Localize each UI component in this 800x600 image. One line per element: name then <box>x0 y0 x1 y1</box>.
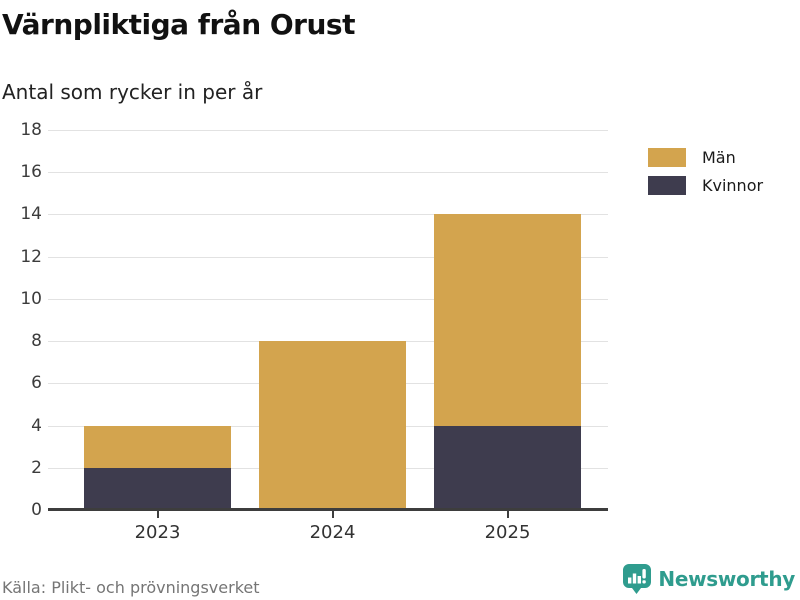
y-axis-tick-label: 16 <box>20 162 42 183</box>
bar-2023-män[interactable] <box>84 425 231 468</box>
y-axis-tick-label: 0 <box>31 500 42 520</box>
x-axis-tick-label: 2023 <box>134 522 181 543</box>
y-axis-tick-label: 18 <box>20 120 42 140</box>
source-attribution: Källa: Plikt- och prövningsverket <box>2 578 260 597</box>
legend-label: Män <box>702 148 736 167</box>
x-axis-tick <box>156 510 159 518</box>
y-axis-tick-label: 14 <box>20 204 42 225</box>
newsworthy-speech-bubble-chart-icon <box>623 564 652 594</box>
legend: Män Kvinnor <box>648 148 763 195</box>
brand-name: Newsworthy <box>658 567 795 591</box>
gridline-y-16 <box>48 172 608 174</box>
chart-subtitle: Antal som rycker in per år <box>2 80 263 104</box>
bar-2024-män[interactable] <box>259 341 406 510</box>
bar-2023-kvinnor[interactable] <box>84 467 231 510</box>
y-axis-tick-label: 8 <box>31 331 42 352</box>
gridline-y-12 <box>48 256 608 258</box>
brand-logo: Newsworthy <box>623 564 795 594</box>
y-axis-tick-label: 2 <box>31 457 42 478</box>
gridline-y-14 <box>48 214 608 216</box>
chart-title: Värnpliktiga från Orust <box>2 8 355 41</box>
y-axis-tick-label: 10 <box>20 288 42 309</box>
gridline-y-18 <box>48 130 608 131</box>
legend-item-kvinnor: Kvinnor <box>648 176 763 195</box>
plot-area: 2023 2024 2025 <box>48 130 608 543</box>
gridline-y-10 <box>48 298 608 300</box>
legend-item-män: Män <box>648 148 763 167</box>
y-axis-tick-label: 12 <box>20 246 42 267</box>
speech-bubble-shape <box>623 564 652 594</box>
bar-2025-kvinnor[interactable] <box>434 425 581 510</box>
x-axis-tick-label: 2025 <box>484 522 531 543</box>
legend-label: Kvinnor <box>702 176 764 195</box>
y-axis-tick-label: 4 <box>31 415 42 436</box>
legend-swatch <box>648 148 686 167</box>
x-axis-tick <box>331 510 334 518</box>
legend-swatch <box>648 176 686 195</box>
x-axis-tick <box>506 510 509 518</box>
y-axis-tick-label: 6 <box>31 373 42 394</box>
bar-2025-män[interactable] <box>434 214 581 426</box>
x-axis-line <box>48 508 608 511</box>
x-axis-tick-label: 2024 <box>309 522 356 543</box>
